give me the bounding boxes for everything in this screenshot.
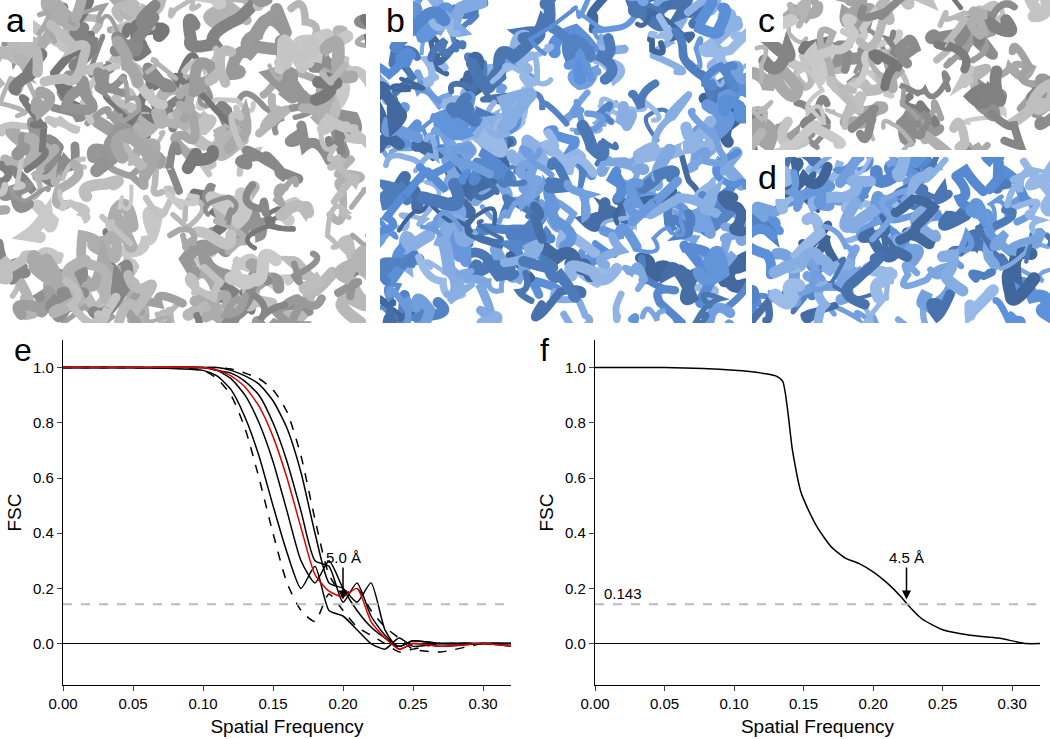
svg-text:0.00: 0.00	[580, 695, 609, 712]
svg-text:0.4: 0.4	[33, 524, 54, 541]
svg-text:0.8: 0.8	[33, 414, 54, 431]
svg-text:0.0: 0.0	[565, 635, 586, 652]
svg-text:0.20: 0.20	[328, 695, 357, 712]
svg-text:4.5 Å: 4.5 Å	[889, 549, 924, 566]
svg-text:0.2: 0.2	[33, 580, 54, 597]
svg-text:0.05: 0.05	[118, 695, 147, 712]
svg-text:0.8: 0.8	[565, 414, 586, 431]
svg-text:5.0 Å: 5.0 Å	[326, 549, 361, 566]
svg-text:0.00: 0.00	[48, 695, 77, 712]
svg-text:0.6: 0.6	[33, 469, 54, 486]
svg-text:0.30: 0.30	[998, 695, 1027, 712]
svg-text:0.25: 0.25	[398, 695, 427, 712]
html-text:b: b	[386, 1, 405, 39]
svg-text:0.4: 0.4	[565, 524, 586, 541]
html-text:c: c	[758, 1, 775, 39]
svg-text:0.30: 0.30	[468, 695, 497, 712]
svg-text:FSC: FSC	[536, 494, 557, 532]
svg-text:FSC: FSC	[4, 494, 25, 532]
svg-text:0.05: 0.05	[650, 695, 679, 712]
svg-text:0.25: 0.25	[928, 695, 957, 712]
svg-text:0.6: 0.6	[565, 469, 586, 486]
svg-text:1.0: 1.0	[565, 359, 586, 376]
svg-text:0.15: 0.15	[258, 695, 287, 712]
html-text:a: a	[6, 1, 25, 39]
svg-text:1.0: 1.0	[33, 359, 54, 376]
svg-text:0.10: 0.10	[719, 695, 748, 712]
svg-text:0.0: 0.0	[33, 635, 54, 652]
svg-text:0.143: 0.143	[604, 585, 642, 602]
svg-text:Spatial Frequency: Spatial Frequency	[741, 716, 895, 737]
svg-text:0.10: 0.10	[188, 695, 217, 712]
html-text:f: f	[540, 332, 549, 368]
html-text:d: d	[758, 158, 777, 196]
html-text:e: e	[14, 332, 32, 368]
svg-text:Spatial Frequency: Spatial Frequency	[210, 716, 364, 737]
svg-text:0.20: 0.20	[859, 695, 888, 712]
svg-text:0.15: 0.15	[789, 695, 818, 712]
svg-text:0.2: 0.2	[565, 580, 586, 597]
